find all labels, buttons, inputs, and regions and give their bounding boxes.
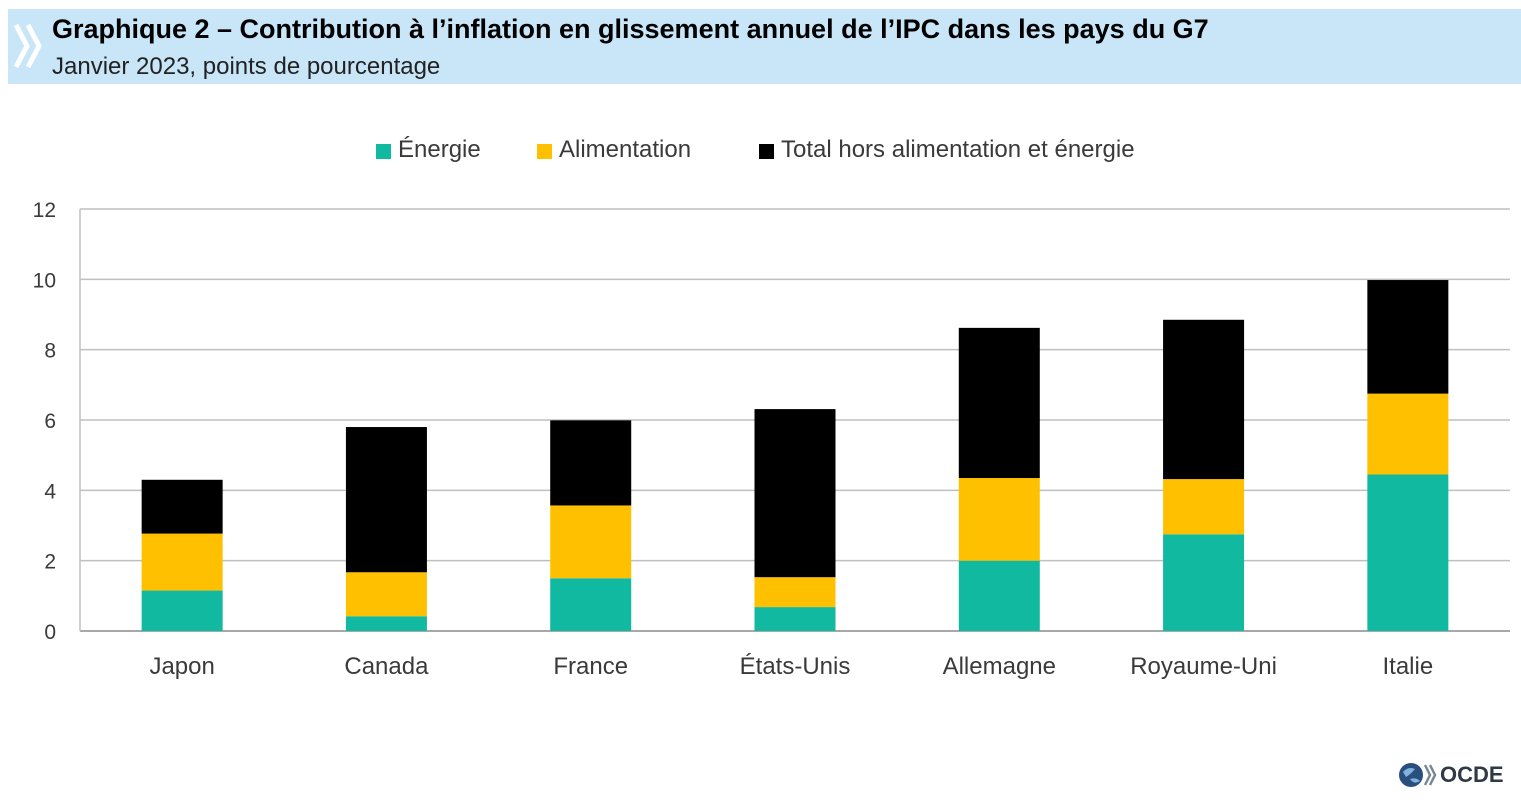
bar-canada-series-2 (345, 427, 427, 573)
legend-swatch-2 (759, 144, 774, 159)
y-tick-label: 8 (44, 340, 56, 363)
y-tick-label: 0 (44, 621, 56, 644)
chart-header: Graphique 2 – Contribution à l’inflation… (8, 9, 1521, 84)
bar-canada-series-1 (345, 572, 427, 617)
x-tick-label: France (553, 653, 628, 680)
chevron-double-right-icon (13, 23, 42, 69)
y-tick-label: 6 (44, 410, 56, 433)
stacked-bar-chart: 0 2 4 6 8 10 12 Japon Canada France États-Unis Alle… (33, 136, 1510, 680)
y-tick-label: 10 (33, 269, 56, 292)
bar-canada-series-0 (345, 616, 427, 631)
bar-états-unis-series-1 (754, 577, 836, 608)
x-tick-label: Royaume-Uni (1130, 653, 1277, 680)
bar-france-series-1 (550, 505, 632, 579)
x-tick-label: États-Unis (740, 653, 851, 680)
legend-swatch-0 (376, 144, 391, 159)
bar-allemagne-series-1 (958, 478, 1040, 561)
x-tick-label: Italie (1383, 653, 1434, 680)
x-tick-label: Japon (149, 653, 214, 680)
bar-japon-series-2 (141, 479, 223, 534)
bar-italie-series-1 (1367, 393, 1449, 475)
oecd-globe-icon (1399, 763, 1437, 787)
legend-label-1: Alimentation (559, 136, 691, 163)
bar-allemagne-series-2 (958, 327, 1040, 479)
oecd-logo: OCDE (1398, 760, 1504, 790)
bar-états-unis-series-2 (754, 409, 836, 578)
bar-japon-series-1 (141, 533, 223, 591)
x-tick-label: Canada (344, 653, 429, 680)
bar-italie-series-0 (1367, 474, 1449, 631)
legend-label-2: Total hors alimentation et énergie (781, 136, 1135, 163)
bar-royaume-uni-series-2 (1163, 319, 1245, 480)
bar-france-series-2 (550, 420, 632, 506)
chart-subtitle: Janvier 2023, points de pourcentage (52, 53, 441, 80)
y-tick-label: 4 (44, 480, 56, 503)
oecd-logo-text: OCDE (1440, 762, 1504, 787)
y-tick-label: 2 (44, 551, 56, 574)
legend-swatch-1 (537, 144, 552, 159)
x-tick-label: Allemagne (943, 653, 1056, 680)
bar-france-series-0 (550, 578, 632, 631)
chart-title: Graphique 2 – Contribution à l’inflation… (52, 14, 1209, 44)
bar-allemagne-series-0 (958, 560, 1040, 631)
bar-états-unis-series-0 (754, 607, 836, 631)
bar-japon-series-0 (141, 590, 223, 631)
bar-italie-series-2 (1367, 280, 1449, 394)
y-tick-label: 12 (33, 199, 56, 222)
bar-royaume-uni-series-0 (1163, 534, 1245, 631)
legend-label-0: Énergie (398, 136, 481, 163)
bar-royaume-uni-series-1 (1163, 479, 1245, 535)
